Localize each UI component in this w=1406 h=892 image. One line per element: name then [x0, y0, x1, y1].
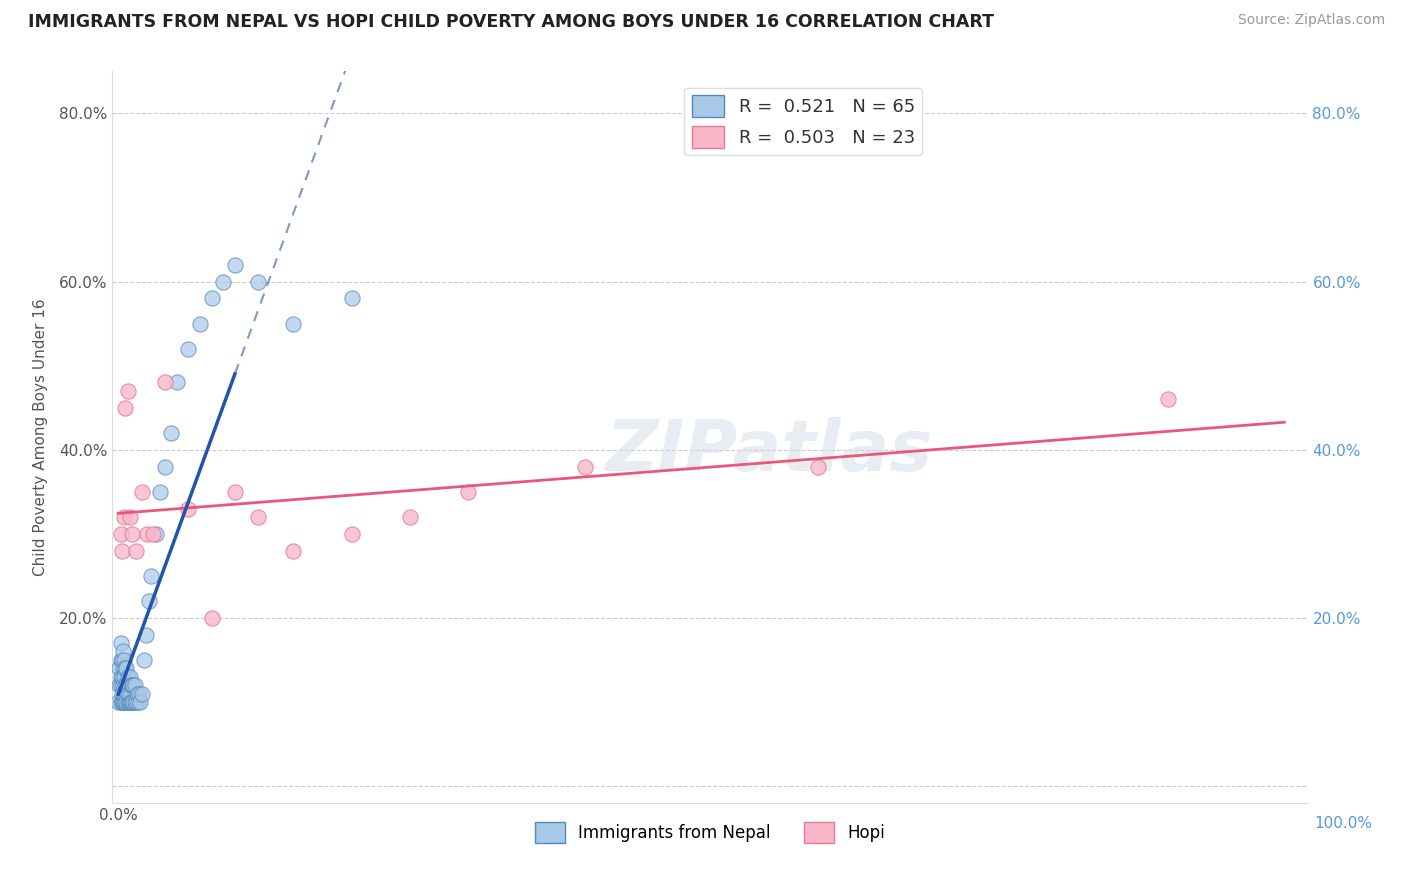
Point — [111, 686, 134, 700]
Point — [111, 678, 134, 692]
Point — [128, 686, 150, 700]
Point — [340, 526, 363, 541]
Point — [131, 484, 153, 499]
Point — [114, 695, 136, 709]
Point — [149, 484, 172, 499]
Point — [112, 695, 135, 709]
Point — [110, 695, 132, 709]
Point — [177, 342, 200, 356]
Point — [117, 384, 139, 398]
Point — [122, 678, 145, 692]
Point — [114, 661, 136, 675]
Point — [159, 425, 181, 440]
Point — [121, 678, 143, 692]
Point — [457, 484, 479, 499]
Point — [139, 569, 162, 583]
Point — [118, 510, 141, 524]
Point — [136, 526, 159, 541]
Point — [125, 686, 148, 700]
Point — [340, 291, 363, 305]
Text: Source: ZipAtlas.com: Source: ZipAtlas.com — [1237, 13, 1385, 28]
Point — [125, 543, 148, 558]
Point — [115, 678, 138, 692]
Point — [117, 695, 139, 709]
Text: ZIPatlas: ZIPatlas — [606, 417, 934, 486]
Point — [114, 401, 136, 415]
Point — [124, 678, 146, 692]
Point — [111, 661, 134, 675]
Point — [129, 695, 152, 709]
Point — [118, 695, 141, 709]
Point — [108, 678, 131, 692]
Point — [110, 526, 132, 541]
Point — [177, 501, 200, 516]
Point — [1156, 392, 1178, 407]
Point — [247, 510, 270, 524]
Point — [111, 644, 134, 658]
Point — [166, 376, 188, 390]
Point — [247, 275, 270, 289]
Point — [807, 459, 830, 474]
Point — [110, 678, 132, 692]
Point — [200, 611, 222, 625]
Point — [120, 695, 142, 709]
Point — [283, 317, 305, 331]
Point — [112, 653, 135, 667]
Point — [118, 695, 141, 709]
Point — [117, 686, 139, 700]
Point — [108, 661, 131, 675]
Point — [283, 543, 305, 558]
Point — [121, 526, 143, 541]
Point — [111, 543, 134, 558]
Point — [224, 484, 246, 499]
Point — [111, 695, 134, 709]
Point — [110, 636, 132, 650]
Point — [111, 670, 134, 684]
Point — [398, 510, 420, 524]
Point — [112, 686, 135, 700]
Point — [111, 653, 134, 667]
Point — [124, 695, 146, 709]
Point — [107, 695, 129, 709]
Point — [135, 627, 157, 641]
Point — [188, 317, 211, 331]
Point — [110, 653, 132, 667]
Point — [112, 510, 135, 524]
Point — [125, 695, 148, 709]
Point — [120, 678, 142, 692]
Point — [117, 670, 139, 684]
Point — [121, 695, 143, 709]
Point — [132, 653, 155, 667]
Point — [138, 594, 160, 608]
Text: 100.0%: 100.0% — [1315, 816, 1372, 830]
Point — [153, 376, 176, 390]
Point — [115, 661, 138, 675]
Point — [200, 291, 222, 305]
Point — [574, 459, 596, 474]
Point — [114, 678, 136, 692]
Y-axis label: Child Poverty Among Boys Under 16: Child Poverty Among Boys Under 16 — [32, 298, 48, 576]
Point — [127, 695, 149, 709]
Point — [118, 670, 141, 684]
Legend: Immigrants from Nepal, Hopi: Immigrants from Nepal, Hopi — [529, 815, 891, 849]
Point — [118, 678, 141, 692]
Point — [142, 526, 165, 541]
Point — [122, 695, 145, 709]
Text: IMMIGRANTS FROM NEPAL VS HOPI CHILD POVERTY AMONG BOYS UNDER 16 CORRELATION CHAR: IMMIGRANTS FROM NEPAL VS HOPI CHILD POVE… — [28, 13, 994, 31]
Point — [153, 459, 176, 474]
Point — [145, 526, 167, 541]
Point — [131, 686, 153, 700]
Point — [118, 686, 141, 700]
Point — [111, 695, 134, 709]
Point — [110, 670, 132, 684]
Point — [115, 695, 138, 709]
Point — [212, 275, 235, 289]
Point — [224, 258, 246, 272]
Point — [112, 670, 135, 684]
